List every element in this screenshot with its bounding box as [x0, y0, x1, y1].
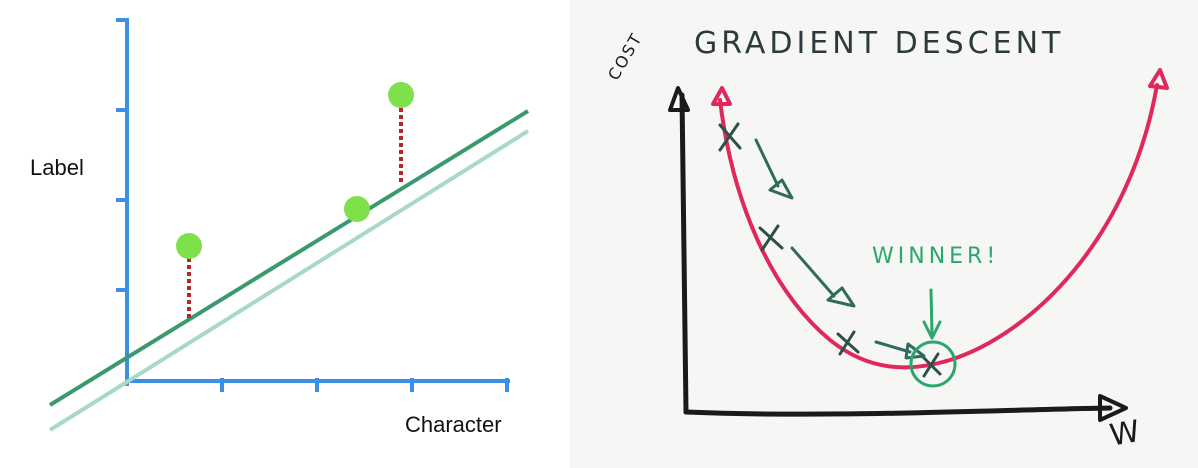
- winner-annotation: WINNER!: [872, 244, 1000, 269]
- step-arrow: [790, 246, 836, 298]
- step-marks: [718, 122, 942, 378]
- winner-arrow: [929, 288, 934, 336]
- data-point: [176, 233, 202, 259]
- winner-circle: [909, 340, 957, 388]
- regression-plot: [48, 18, 530, 432]
- alternate-fit-line: [48, 129, 530, 432]
- w-axis-arrowhead: [1098, 394, 1128, 422]
- cost-axis-arrowhead: [668, 86, 690, 112]
- data-point: [344, 196, 370, 222]
- y-axis-label: Label: [30, 155, 84, 180]
- gradient-descent-panel: GRADIENT DESCENT COST W WINNER!: [570, 0, 1198, 468]
- step-arrowhead: [768, 178, 794, 200]
- title: GRADIENT DESCENT: [694, 26, 1065, 61]
- cost-curve: [718, 83, 1159, 370]
- winner-arrowhead: [922, 320, 942, 340]
- step-arrowhead: [826, 286, 856, 308]
- w-axis: [683, 405, 1113, 417]
- fit-line: [48, 109, 530, 407]
- y-axis-ticks: [116, 18, 129, 292]
- curve-arrowhead-left: [711, 86, 732, 106]
- step-arrow: [874, 340, 912, 354]
- curve-arrowhead-right: [1148, 68, 1169, 90]
- linear-regression-panel: Label Character: [0, 0, 570, 468]
- step-x-mark: [758, 224, 784, 252]
- gradient-descent-sketch: [668, 68, 1169, 422]
- step-arrows: [754, 138, 926, 360]
- w-axis-label: W: [1107, 413, 1147, 454]
- cost-axis: [679, 92, 689, 415]
- x-axis-ticks: [220, 378, 509, 392]
- step-x-mark: [920, 352, 942, 378]
- step-x-mark: [836, 330, 860, 356]
- step-arrow: [754, 138, 780, 188]
- x-axis-label: Character: [405, 412, 502, 437]
- data-point: [388, 82, 414, 108]
- step-x-mark: [718, 122, 742, 152]
